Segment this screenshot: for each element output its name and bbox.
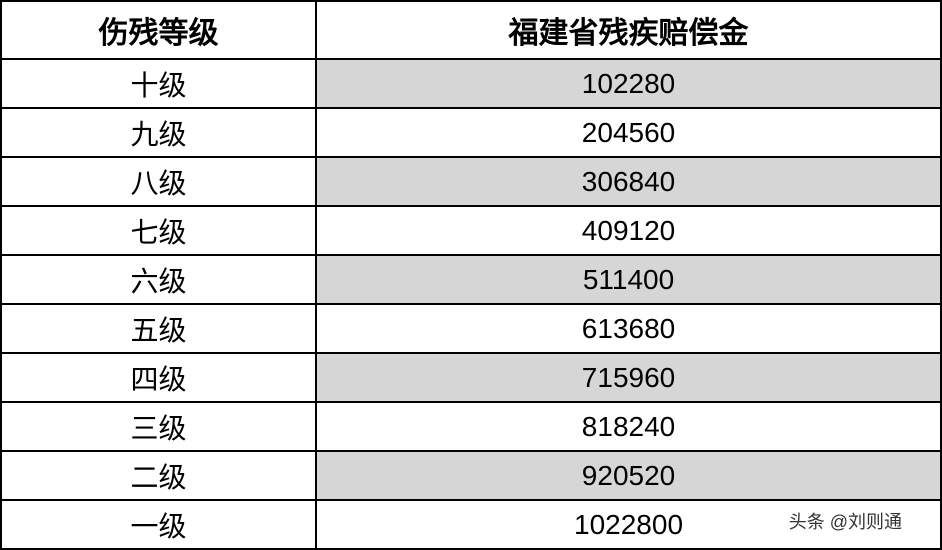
cell-value: 920520 xyxy=(316,451,941,500)
table-row: 七级409120 xyxy=(1,206,941,255)
table-row: 五级613680 xyxy=(1,304,941,353)
table-row: 二级920520 xyxy=(1,451,941,500)
table-row: 三级818240 xyxy=(1,402,941,451)
cell-level: 二级 xyxy=(1,451,316,500)
cell-level: 八级 xyxy=(1,157,316,206)
table-header-row: 伤残等级 福建省残疾赔偿金 xyxy=(1,1,941,59)
attribution-text: 头条 @刘则通 xyxy=(789,508,902,534)
table-row: 十级102280 xyxy=(1,59,941,108)
column-header-value: 福建省残疾赔偿金 xyxy=(316,1,941,59)
column-header-level: 伤残等级 xyxy=(1,1,316,59)
cell-level: 六级 xyxy=(1,255,316,304)
cell-level: 五级 xyxy=(1,304,316,353)
cell-level: 三级 xyxy=(1,402,316,451)
compensation-table: 伤残等级 福建省残疾赔偿金 十级102280九级204560八级306840七级… xyxy=(0,0,942,550)
cell-level: 九级 xyxy=(1,108,316,157)
cell-level: 四级 xyxy=(1,353,316,402)
table-row: 四级715960 xyxy=(1,353,941,402)
table-row: 八级306840 xyxy=(1,157,941,206)
cell-level: 七级 xyxy=(1,206,316,255)
cell-value: 204560 xyxy=(316,108,941,157)
cell-value: 715960 xyxy=(316,353,941,402)
cell-value: 818240 xyxy=(316,402,941,451)
cell-value: 409120 xyxy=(316,206,941,255)
cell-value: 613680 xyxy=(316,304,941,353)
table-row: 九级204560 xyxy=(1,108,941,157)
cell-value: 511400 xyxy=(316,255,941,304)
cell-level: 十级 xyxy=(1,59,316,108)
table-row: 六级511400 xyxy=(1,255,941,304)
cell-value: 306840 xyxy=(316,157,941,206)
cell-value: 102280 xyxy=(316,59,941,108)
